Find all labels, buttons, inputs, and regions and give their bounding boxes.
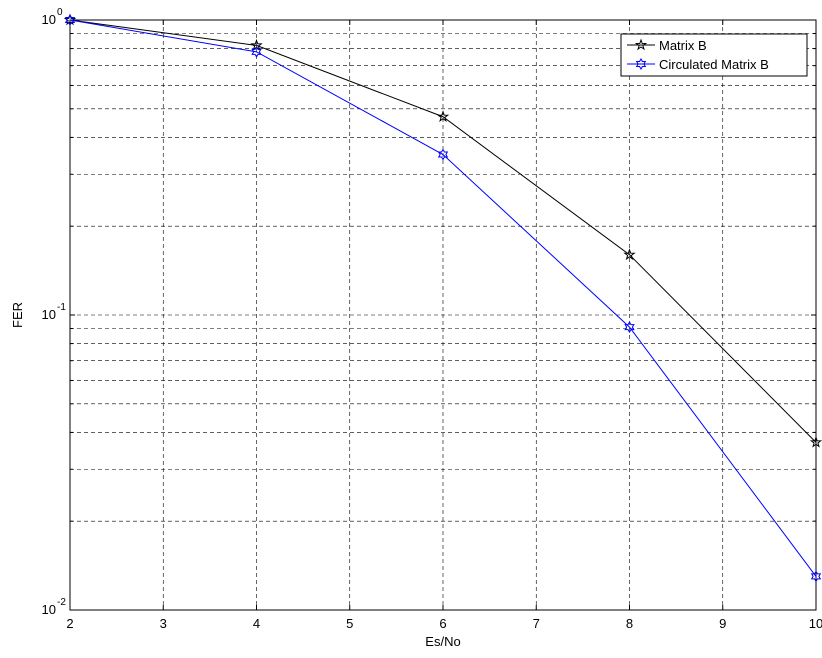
data-point xyxy=(623,248,636,261)
y-axis-title: FER xyxy=(10,302,25,328)
series-line xyxy=(69,19,817,443)
series-line xyxy=(69,19,817,577)
y-tick-label: 10 xyxy=(42,12,56,27)
x-tick-label: 7 xyxy=(533,616,540,631)
x-tick-label: 4 xyxy=(253,616,260,631)
legend-box xyxy=(620,33,808,77)
legend-marker xyxy=(635,58,647,70)
legend: Matrix B Circulated Matrix B xyxy=(620,33,808,77)
series-2 xyxy=(64,14,822,583)
data-point xyxy=(810,570,822,583)
y-tick-label: 10 xyxy=(42,602,56,617)
x-tick-label: 3 xyxy=(160,616,167,631)
x-tick-label: 9 xyxy=(719,616,726,631)
legend-marker xyxy=(634,38,648,51)
x-tick-label: 8 xyxy=(626,616,633,631)
data-point xyxy=(251,45,262,58)
data-point xyxy=(436,110,450,123)
legend-label: Matrix B xyxy=(659,38,707,53)
x-tick-label: 6 xyxy=(439,616,446,631)
y-tick-exponent: -1 xyxy=(57,302,66,313)
data-point xyxy=(624,321,635,334)
data-point xyxy=(809,435,822,448)
y-tick-exponent: 0 xyxy=(57,7,63,18)
x-tick-label: 10 xyxy=(809,616,822,631)
data-point xyxy=(437,148,449,161)
x-axis-title: Es/No xyxy=(425,634,460,649)
series xyxy=(63,13,822,583)
grid xyxy=(70,20,816,610)
y-tick-exponent: -2 xyxy=(57,597,66,608)
series-1 xyxy=(63,13,822,448)
x-tick-label: 2 xyxy=(66,616,73,631)
x-tick-label: 5 xyxy=(346,616,353,631)
y-tick-label: 10 xyxy=(42,307,56,322)
data-point xyxy=(64,14,76,26)
legend-label: Circulated Matrix B xyxy=(659,57,769,72)
